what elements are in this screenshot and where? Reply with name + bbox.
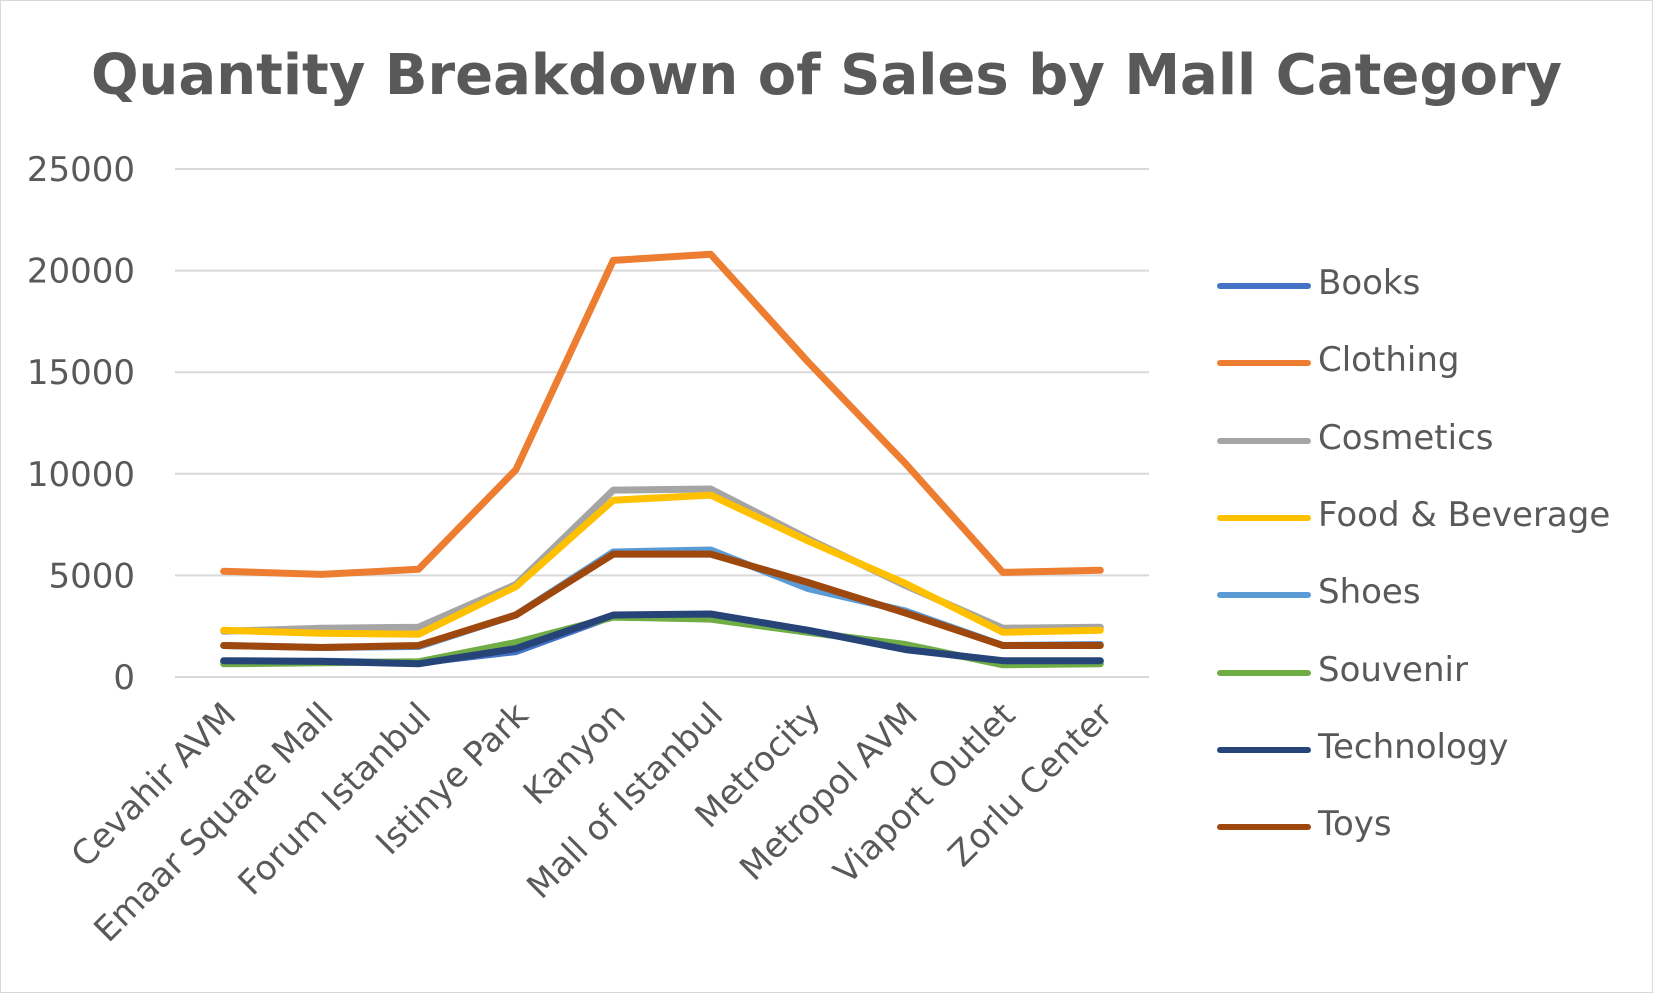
legend-swatch: [1217, 437, 1311, 444]
legend-item: Technology: [1213, 727, 1633, 767]
legend-swatch: [1217, 514, 1311, 521]
legend-item: Clothing: [1213, 340, 1633, 380]
series-line-cosmetics: [220, 485, 1104, 635]
y-tick-label: 0: [113, 658, 135, 698]
legend-item: Food & Beverage: [1213, 495, 1633, 535]
legend-item: Books: [1213, 263, 1633, 303]
legend-label: Technology: [1318, 726, 1509, 767]
legend-swatch: [1217, 669, 1311, 676]
legend-swatch: [1217, 283, 1311, 289]
series-line-clothing: [220, 250, 1104, 578]
legend-label: Cosmetics: [1318, 417, 1494, 458]
y-tick-label: 20000: [27, 252, 135, 292]
chart-title: Quantity Breakdown of Sales by Mall Cate…: [90, 43, 1563, 108]
legend-label: Books: [1318, 263, 1421, 303]
legend-item: Shoes: [1213, 572, 1633, 612]
legend-swatch: [1217, 746, 1311, 753]
legend-label: Toys: [1318, 804, 1392, 845]
series-line-technology: [220, 610, 1104, 668]
series-line-toys: [220, 550, 1104, 651]
legend-swatch: [1217, 824, 1311, 831]
legend-item: Souvenir: [1213, 650, 1633, 690]
series-line-food-beverage: [220, 491, 1104, 638]
y-tick-label: 15000: [27, 353, 135, 393]
y-tick-label: 5000: [48, 556, 135, 596]
legend-item: Cosmetics: [1213, 418, 1633, 458]
legend-label: Food & Beverage: [1318, 494, 1611, 535]
y-tick-label: 25000: [27, 150, 135, 190]
legend-label: Clothing: [1318, 340, 1460, 381]
legend-label: Souvenir: [1318, 649, 1468, 690]
x-tick-label: Cevahir AVM: [64, 695, 244, 875]
legend-swatch: [1217, 360, 1311, 367]
y-tick-label: 10000: [27, 455, 135, 495]
legend-label: Shoes: [1318, 572, 1421, 613]
legend-item: Toys: [1213, 804, 1633, 844]
legend-swatch: [1217, 592, 1311, 599]
